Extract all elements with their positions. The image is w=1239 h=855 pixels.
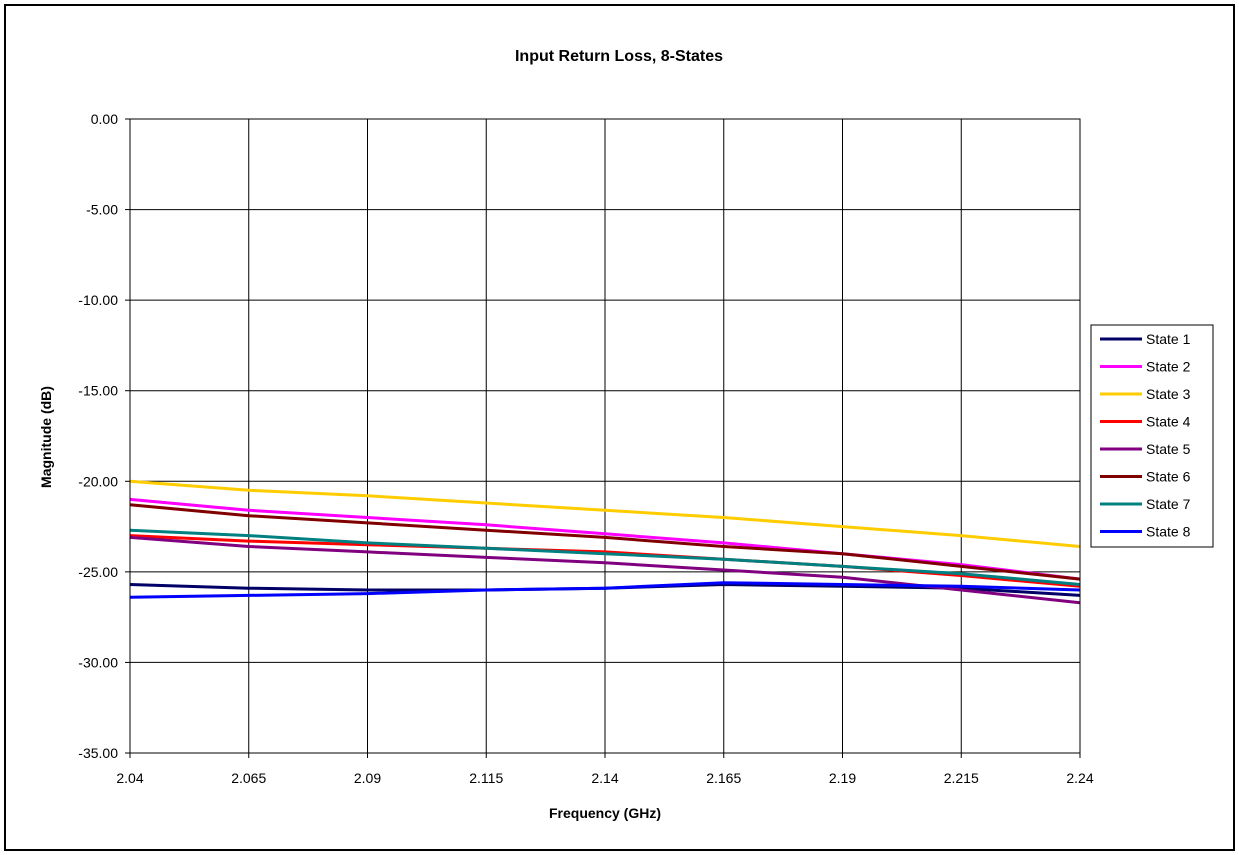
legend: State 1 State 2 State 3 State 4 State 5 State… — [1091, 325, 1213, 547]
y-axis-label: Magnitude (dB) — [38, 386, 54, 488]
x-tick-label: 2.065 — [231, 770, 266, 786]
chart-title: Input Return Loss, 8-States — [515, 48, 723, 65]
x-tick-label: 2.115 — [469, 770, 503, 786]
x-tick-label: 2.165 — [706, 770, 741, 786]
y-axis-ticks: 0.00 -5.00 -10.00 -15.00 -20.00 -25.00 -30.00 -… — [78, 111, 130, 761]
y-tick-label: -15.00 — [78, 383, 118, 399]
x-tick-label: 2.04 — [116, 770, 143, 786]
y-tick-label: 0.00 — [91, 111, 118, 127]
legend-label: State 8 — [1146, 524, 1191, 540]
y-tick-label: -10.00 — [78, 292, 118, 308]
legend-label: State 4 — [1146, 414, 1191, 430]
legend-label: State 1 — [1146, 331, 1191, 347]
y-tick-label: -25.00 — [78, 564, 118, 580]
x-tick-label: 2.09 — [354, 770, 381, 786]
x-tick-label: 2.215 — [944, 770, 979, 786]
legend-label: State 5 — [1146, 441, 1191, 457]
x-axis-ticks: 2.04 2.065 2.09 2.115 2.14 2.165 2.19 2.215 2.24 — [116, 753, 1093, 786]
y-tick-label: -20.00 — [78, 473, 118, 489]
x-tick-label: 2.19 — [829, 770, 856, 786]
legend-label: State 6 — [1146, 469, 1191, 485]
legend-label: State 2 — [1146, 359, 1191, 375]
x-tick-label: 2.14 — [591, 770, 618, 786]
y-tick-label: -35.00 — [78, 745, 118, 761]
y-tick-label: -30.00 — [78, 654, 118, 670]
y-tick-label: -5.00 — [86, 202, 118, 218]
x-axis-label: Frequency (GHz) — [549, 805, 661, 821]
legend-label: State 3 — [1146, 386, 1191, 402]
legend-label: State 7 — [1146, 496, 1191, 512]
x-tick-label: 2.24 — [1066, 770, 1093, 786]
